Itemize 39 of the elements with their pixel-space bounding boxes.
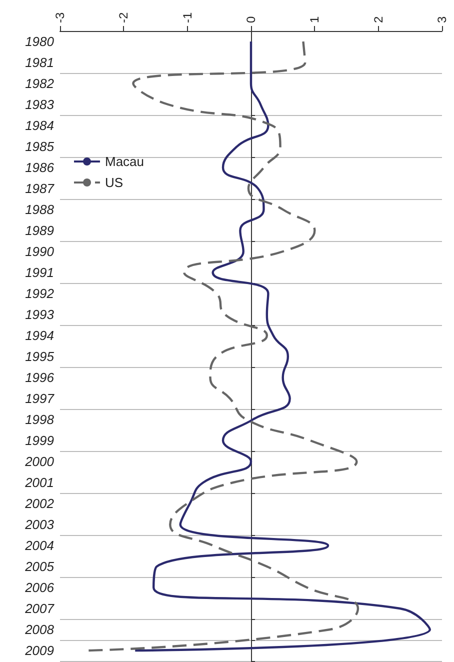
- y-tick-label: 1984: [25, 118, 54, 133]
- y-tick-label: 2002: [24, 496, 55, 511]
- y-tick-label: 1981: [25, 55, 54, 70]
- x-tick-label: -2: [116, 12, 131, 23]
- y-tick-label: 1993: [25, 307, 55, 322]
- y-tick-label: 1997: [25, 391, 55, 406]
- y-tick-label: 2003: [24, 517, 55, 532]
- y-tick-label: 1994: [25, 328, 54, 343]
- y-tick-label: 1985: [25, 139, 55, 154]
- y-tick-label: 2000: [24, 454, 55, 469]
- y-tick-label: 2007: [24, 601, 55, 616]
- y-tick-label: 1991: [25, 265, 54, 280]
- y-tick-label: 2001: [24, 475, 54, 490]
- legend-label: Macau: [105, 154, 144, 169]
- x-tick-label: 2: [371, 16, 386, 23]
- x-tick-label: 3: [435, 16, 449, 23]
- x-tick-label: -3: [53, 12, 67, 23]
- y-tick-label: 2009: [24, 643, 54, 658]
- x-tick-label: 1: [308, 16, 322, 23]
- y-tick-label: 1995: [25, 349, 55, 364]
- y-tick-label: 1982: [25, 76, 55, 91]
- y-tick-label: 1996: [25, 370, 55, 385]
- y-tick-label: 1980: [25, 34, 55, 49]
- x-tick-label: 0: [244, 16, 258, 23]
- y-tick-label: 2006: [24, 580, 55, 595]
- y-tick-label: 1989: [25, 223, 54, 238]
- legend-label: US: [105, 175, 124, 190]
- y-tick-label: 1990: [25, 244, 55, 259]
- y-tick-label: 1998: [25, 412, 55, 427]
- y-tick-label: 2008: [24, 622, 55, 637]
- y-tick-label: 1992: [25, 286, 55, 301]
- y-tick-label: 2004: [24, 538, 54, 553]
- y-tick-label: 2005: [24, 559, 55, 574]
- y-tick-label: 1999: [25, 433, 54, 448]
- y-tick-label: 1983: [25, 97, 55, 112]
- y-tick-label: 1987: [25, 181, 55, 196]
- y-tick-label: 1988: [25, 202, 55, 217]
- y-tick-label: 1986: [25, 160, 55, 175]
- x-tick-label: -1: [180, 12, 194, 23]
